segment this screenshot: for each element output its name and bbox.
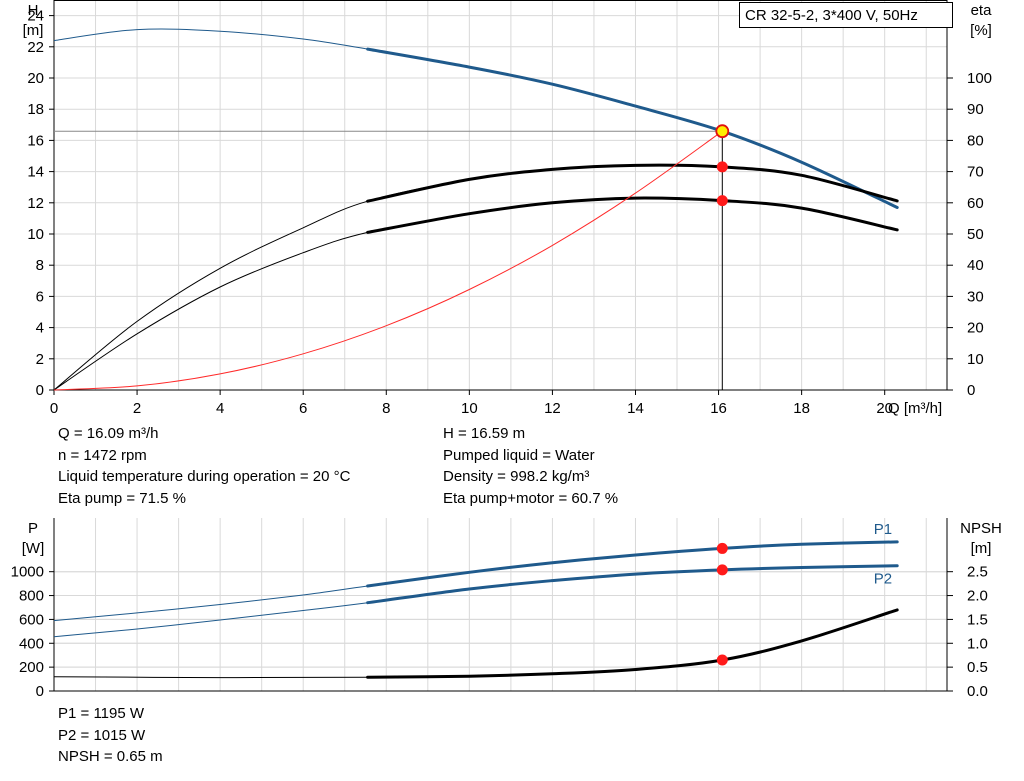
series-P2-bold	[366, 564, 899, 605]
info-eta-pump: Eta pump = 71.5 %	[58, 489, 186, 507]
x-axis-label: Q [m³/h]	[888, 400, 942, 417]
y-left-tick-label: 12	[27, 195, 44, 212]
info-speed: n = 1472 rpm	[58, 446, 147, 464]
y-right-tick-label: 50	[967, 226, 984, 243]
info-top-left: Q = 16.09 m³/h n = 1472 rpm Liquid tempe…	[58, 423, 350, 509]
y-right-tick-label: 70	[967, 164, 984, 181]
info-npsh: NPSH = 0.65 m	[58, 748, 163, 765]
y-left-tick-label: 10	[27, 226, 44, 243]
y-left-tick-label: 400	[19, 635, 44, 652]
series-label-P2: P2	[874, 571, 892, 588]
axis-text: 0246810121416182022240102030405060708090…	[11, 2, 1002, 700]
y-left-axis-label: H	[28, 2, 39, 19]
y-right-tick-label: 20	[967, 320, 984, 337]
y-left-tick-label: 4	[36, 320, 44, 337]
y-right-tick-label: 40	[967, 257, 984, 274]
y-right-tick-label: 0.0	[967, 683, 988, 700]
info-flow: Q = 16.09 m³/h	[58, 425, 159, 442]
series-NPSH-bold	[366, 608, 899, 679]
x-tick-label: 18	[793, 400, 810, 417]
y-left-tick-label: 200	[19, 659, 44, 676]
info-liquid-temp: Liquid temperature during operation = 20…	[58, 468, 351, 485]
info-p1: P1 = 1195 W	[58, 705, 145, 722]
y-right-tick-label: 90	[967, 101, 984, 118]
y-right-tick-label: 30	[967, 288, 984, 305]
y-right-tick-label: 2.0	[967, 588, 988, 605]
series-H-bold	[366, 47, 899, 209]
y-left-tick-label: 18	[27, 101, 44, 118]
chart-title-box	[739, 2, 953, 28]
series-H-thin	[53, 28, 898, 208]
y-right-tick-label: 1.0	[967, 635, 988, 652]
series-P1-thin	[53, 541, 898, 622]
series-eta_pump-bold	[366, 163, 899, 203]
series-eta_pump_motor-bold	[366, 196, 899, 234]
y-right-tick-label: 100	[967, 70, 992, 87]
y-right-axis-unit: [%]	[970, 22, 992, 39]
series-system_curve-thin	[53, 130, 723, 391]
y-right-tick-label: 2.5	[967, 564, 988, 581]
operating-point-marker	[716, 542, 728, 554]
info-pumped-liquid: Pumped liquid = Water	[443, 446, 595, 464]
operating-point-marker	[716, 564, 728, 576]
series-P1-bold	[366, 540, 899, 588]
y-left-tick-label: 14	[27, 164, 44, 181]
y-left-tick-label: 20	[27, 70, 44, 87]
x-tick-label: 14	[627, 400, 644, 417]
y-left-tick-label: 600	[19, 611, 44, 628]
x-tick-label: 20	[876, 400, 893, 417]
x-tick-label: 4	[216, 400, 224, 417]
y-right-tick-label: 60	[967, 195, 984, 212]
x-tick-label: 0	[50, 400, 58, 417]
y-right-tick-label: 80	[967, 132, 984, 149]
y-right-axis-label: eta	[971, 2, 993, 19]
operating-point-marker	[716, 195, 728, 207]
y-left-tick-label: 6	[36, 288, 44, 305]
y-right-tick-label: 1.5	[967, 611, 988, 628]
y-left-tick-label: 0	[36, 683, 44, 700]
x-tick-label: 10	[461, 400, 478, 417]
y-left-axis-label: P	[28, 520, 38, 537]
series-eta_pump_motor-thin	[53, 197, 898, 391]
series-eta_pump-thin	[53, 164, 898, 391]
y-left-tick-label: 24	[27, 8, 44, 25]
y-left-tick-label: 16	[27, 132, 44, 149]
curve-series	[53, 28, 899, 679]
y-left-axis-unit: [m]	[23, 22, 44, 39]
y-left-tick-label: 800	[19, 588, 44, 605]
grid-lines	[54, 0, 947, 691]
chart-title: CR 32-5-2, 3*400 V, 50Hz	[745, 7, 918, 24]
duty-markers	[54, 124, 730, 666]
plot-frames	[49, 0, 953, 692]
y-right-tick-label: 0	[967, 382, 975, 399]
y-left-tick-label: 1000	[11, 564, 44, 581]
info-bottom: P1 = 1195 W P2 = 1015 W NPSH = 0.65 m	[58, 703, 163, 768]
y-right-tick-label: 10	[967, 351, 984, 368]
info-p2: P2 = 1015 W	[58, 726, 146, 744]
y-right-tick-label: 0.5	[967, 659, 988, 676]
y-left-tick-label: 22	[27, 39, 44, 56]
info-top-right: H = 16.59 m Pumped liquid = Water Densit…	[443, 423, 618, 509]
x-tick-label: 8	[382, 400, 390, 417]
operating-point-marker	[716, 654, 728, 666]
y-right-axis-label: NPSH	[960, 520, 1002, 537]
operating-point-marker	[716, 161, 728, 173]
y-left-tick-label: 0	[36, 382, 44, 399]
duty-point-marker	[715, 124, 730, 139]
x-tick-label: 16	[710, 400, 727, 417]
series-P2-thin	[53, 565, 898, 638]
y-right-axis-unit: [m]	[971, 540, 992, 557]
info-eta-pump-motor: Eta pump+motor = 60.7 %	[443, 489, 619, 507]
series-label-P1: P1	[874, 521, 892, 538]
y-left-tick-label: 8	[36, 257, 44, 274]
y-left-axis-unit: [W]	[22, 540, 45, 557]
y-left-tick-label: 2	[36, 351, 44, 368]
x-tick-label: 12	[544, 400, 561, 417]
info-head: H = 16.59 m	[443, 425, 526, 442]
info-density: Density = 998.2 kg/m³	[443, 468, 590, 485]
x-tick-label: 2	[133, 400, 141, 417]
x-tick-label: 6	[299, 400, 307, 417]
